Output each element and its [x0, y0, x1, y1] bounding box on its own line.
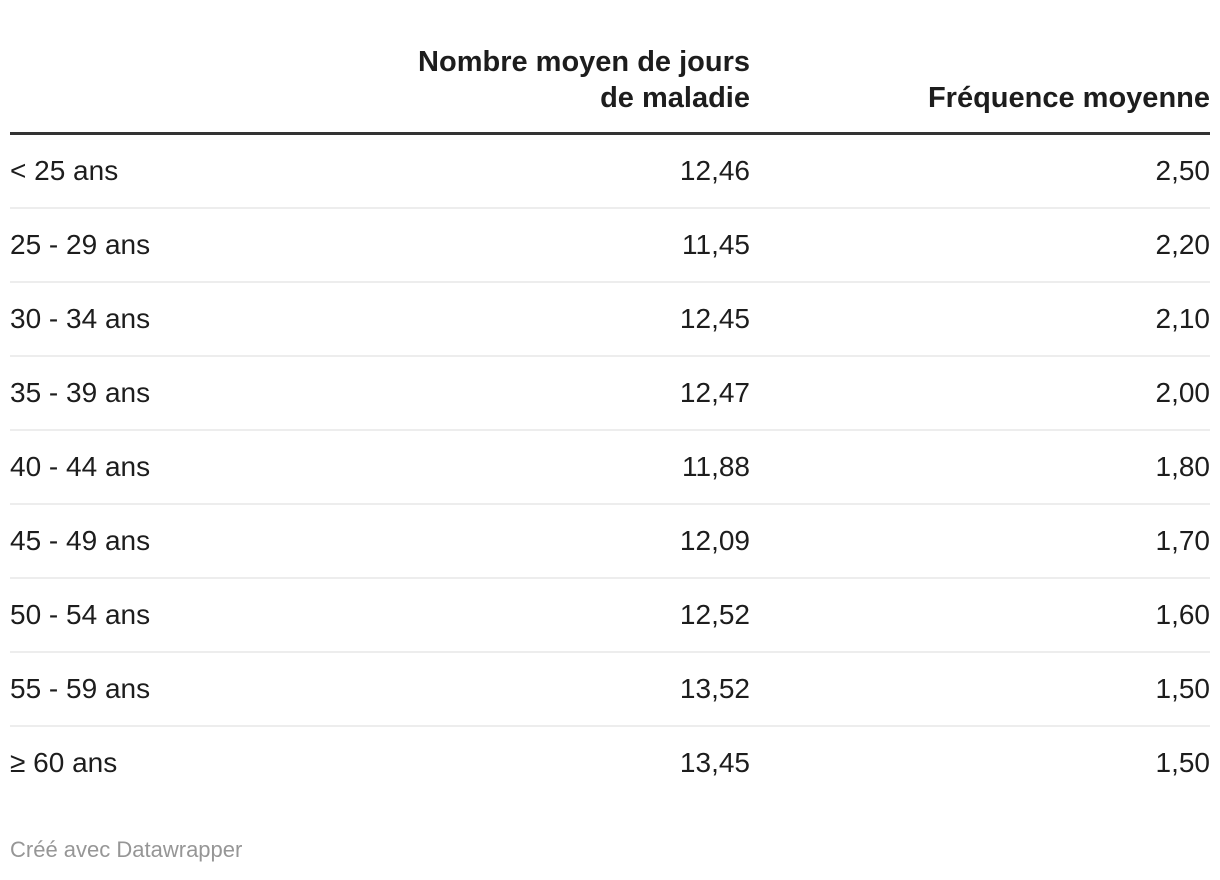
days-cell: 13,45 [679, 747, 750, 778]
days-cell: 12,52 [370, 578, 750, 653]
frequency-cell: 1,80 [750, 430, 1210, 505]
days-cell: 12,09 [370, 504, 750, 579]
frequency-cell: 2,00 [750, 356, 1210, 431]
frequency-cell: 1,70 [750, 504, 1210, 579]
table-row: 25 - 29 ans 11,45 2,20 [10, 208, 1210, 283]
days-cell: 11,88 [370, 430, 750, 505]
column-header-days: Nombre moyen de jours de maladie [370, 0, 750, 135]
table-body: < 25 ans 12,46 2,50 25 - 29 ans 11,45 2,… [10, 133, 1210, 800]
table-header: Nombre moyen de jours de maladie Fréquen… [10, 0, 1210, 135]
age-cell: 25 - 29 ans [10, 208, 370, 283]
column-header-frequency: Fréquence moyenne [750, 0, 1210, 135]
datawrapper-credit-link[interactable]: Créé avec Datawrapper [10, 837, 243, 862]
days-cell: 12,47 [370, 356, 750, 431]
table-row: 30 - 34 ans 12,45 2,10 [10, 282, 1210, 357]
age-cell: 45 - 49 ans [10, 504, 370, 579]
column-header-days-line2: de maladie [600, 82, 750, 114]
days-cell: 12,46 [370, 133, 750, 209]
age-cell: < 25 ans [10, 133, 370, 209]
table-row: < 25 ans 12,46 2,50 [10, 133, 1210, 209]
header-row: Nombre moyen de jours de maladie Fréquen… [10, 0, 1210, 135]
frequency-cell: 2,20 [750, 208, 1210, 283]
days-cell: 13,52 [370, 652, 750, 727]
table-row: 40 - 44 ans 11,88 1,80 [10, 430, 1210, 505]
age-cell: 40 - 44 ans [10, 430, 370, 505]
frequency-cell: 2,10 [750, 282, 1210, 357]
age-cell: 30 - 34 ans [10, 282, 370, 357]
table-row: 55 - 59 ans 13,52 1,50 [10, 652, 1210, 727]
column-header-days-line1: Nombre moyen de jours [418, 46, 750, 78]
frequency-cell: 1,60 [750, 578, 1210, 653]
days-cell: 12,45 [370, 282, 750, 357]
age-cell: 50 - 54 ans [10, 578, 370, 653]
table-row: ≥ 60 ans 13,45 1,50 [10, 726, 1210, 799]
chart-footer: Créé avec Datawrapper [10, 837, 1210, 863]
data-table: Nombre moyen de jours de maladie Fréquen… [10, 0, 1210, 799]
table-row: 50 - 54 ans 12,52 1,60 [10, 578, 1210, 653]
table-row: 35 - 39 ans 12,47 2,00 [10, 356, 1210, 431]
age-cell: 55 - 59 ans [10, 652, 370, 727]
table-row: 45 - 49 ans 12,09 1,70 [10, 504, 1210, 579]
frequency-cell: 2,50 [750, 133, 1210, 209]
age-cell: 35 - 39 ans [10, 356, 370, 431]
frequency-cell: 1,50 [1155, 747, 1211, 778]
column-header-age [10, 0, 370, 135]
days-cell: 11,45 [370, 208, 750, 283]
age-cell: ≥ 60 ans [10, 747, 118, 778]
frequency-cell: 1,50 [750, 652, 1210, 727]
